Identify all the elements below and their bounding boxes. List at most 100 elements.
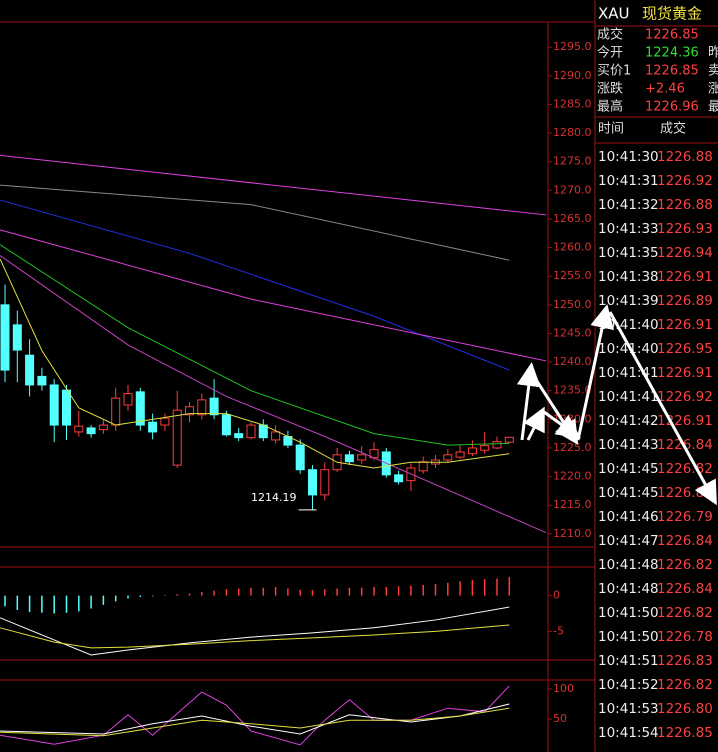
arrow [576,304,614,441]
candle-body [62,389,71,426]
quote-value: 1224.36 [645,46,699,61]
trade-price: 1226.93 [657,221,713,237]
candle-body [443,454,453,461]
y-tick-label: 1260.0 [553,241,592,254]
quote-extra: 最 [708,100,718,115]
candle-body [308,469,317,496]
trade-time: 10:41:45 [598,461,659,477]
trade-price: 1226.78 [657,629,713,645]
candle-body [111,397,121,426]
candle-body [418,461,428,472]
y-tick-label: 1215.0 [553,498,592,511]
trade-price: 1226.82 [657,557,713,573]
y-tick-label: 1265.0 [553,212,592,225]
trade-price: 1226.92 [657,389,713,405]
trade-price: 1226.91 [657,269,713,285]
trade-time: 10:41:47 [598,533,659,549]
quote-label: 最高 [597,99,623,115]
trade-time: 10:41:41 [598,365,659,381]
candle-body [394,474,404,483]
quote-value: 1226.85 [645,28,699,43]
arrow [543,410,581,439]
trade-time: 10:41:39 [598,293,659,309]
trade-price: 1226.92 [657,173,713,189]
y-tick-label: -5 [553,624,564,637]
quote-extra: 昨 [708,46,718,61]
y-tick-label: 1240.0 [553,355,592,368]
y-tick-label: 1290.0 [553,69,592,82]
candle-body [455,451,465,458]
trade-time: 10:41:41 [598,389,659,405]
quote-value: 1226.85 [645,64,699,79]
candle-body [221,414,231,436]
quote-label: 涨跌 [597,81,623,97]
candle-body [49,384,59,426]
candle-body [135,391,145,426]
quote-extra: 卖 [708,64,718,79]
candle-body [148,421,158,433]
candle-body [123,393,133,406]
trade-time: 10:41:46 [598,509,659,525]
trade-price: 1226.83 [657,653,713,669]
candle-body [467,447,477,455]
candle-body [492,441,502,449]
trade-time: 10:41:32 [598,197,659,213]
indicator-line [0,703,510,735]
quote-value: 1226.96 [645,100,699,115]
y-tick-label: 0 [553,589,560,602]
column-header: 时间 [598,122,624,137]
indicator-line [0,244,510,446]
trade-time: 10:41:48 [598,557,659,573]
candle-body [74,425,84,433]
candle-body [344,454,354,463]
trade-price: 1226.88 [657,197,713,213]
trade-price: 1226.80 [657,701,713,717]
trade-time: 10:41:31 [598,173,659,189]
trade-price: 1226.91 [657,365,713,381]
candle-body [12,324,22,351]
candle-body [197,399,207,416]
candle-body [209,397,219,416]
candle-body [160,417,170,426]
indicator-line [0,154,547,216]
y-tick-label: 1210.0 [553,527,592,540]
column-header: 成交 [660,121,686,137]
trade-time: 10:41:54 [598,725,659,741]
candle-body [86,427,96,435]
trade-time: 10:41:42 [598,413,659,429]
trade-time: 10:41:30 [598,149,659,165]
indicator-line [0,624,510,649]
trade-time: 10:41:53 [598,701,659,717]
arrow [608,311,717,506]
candle-body [98,424,108,431]
candle-body [185,406,194,416]
trade-price: 1226.94 [657,245,713,261]
trade-price: 1226.84 [657,533,713,549]
trade-time: 10:41:33 [598,221,659,237]
quote-value: +2.46 [645,82,685,97]
trade-price: 1226.85 [657,725,713,741]
trade-time: 10:41:52 [598,677,659,693]
trade-price: 1226.95 [657,341,713,357]
y-tick-label: 1270.0 [553,183,592,196]
trade-time: 10:41:38 [598,269,659,285]
y-tick-label: 50 [553,712,567,725]
trade-price: 1226.82 [657,677,713,693]
trade-time: 10:41:35 [598,245,659,261]
indicator-line [0,258,510,469]
symbol: XAU [598,5,630,23]
trade-price: 1226.79 [657,509,713,525]
candle-body [295,444,305,471]
y-tick-label: 1285.0 [553,97,592,110]
quote-label: 买价1 [597,64,631,79]
indicator-line [0,184,510,261]
trade-price: 1226.82 [657,461,713,477]
y-tick-label: 1280.0 [553,126,592,139]
trade-price: 1226.84 [657,581,713,597]
trade-price: 1226.88 [657,149,713,165]
trade-time: 10:41:40 [598,341,659,357]
indicator-line [0,685,510,746]
